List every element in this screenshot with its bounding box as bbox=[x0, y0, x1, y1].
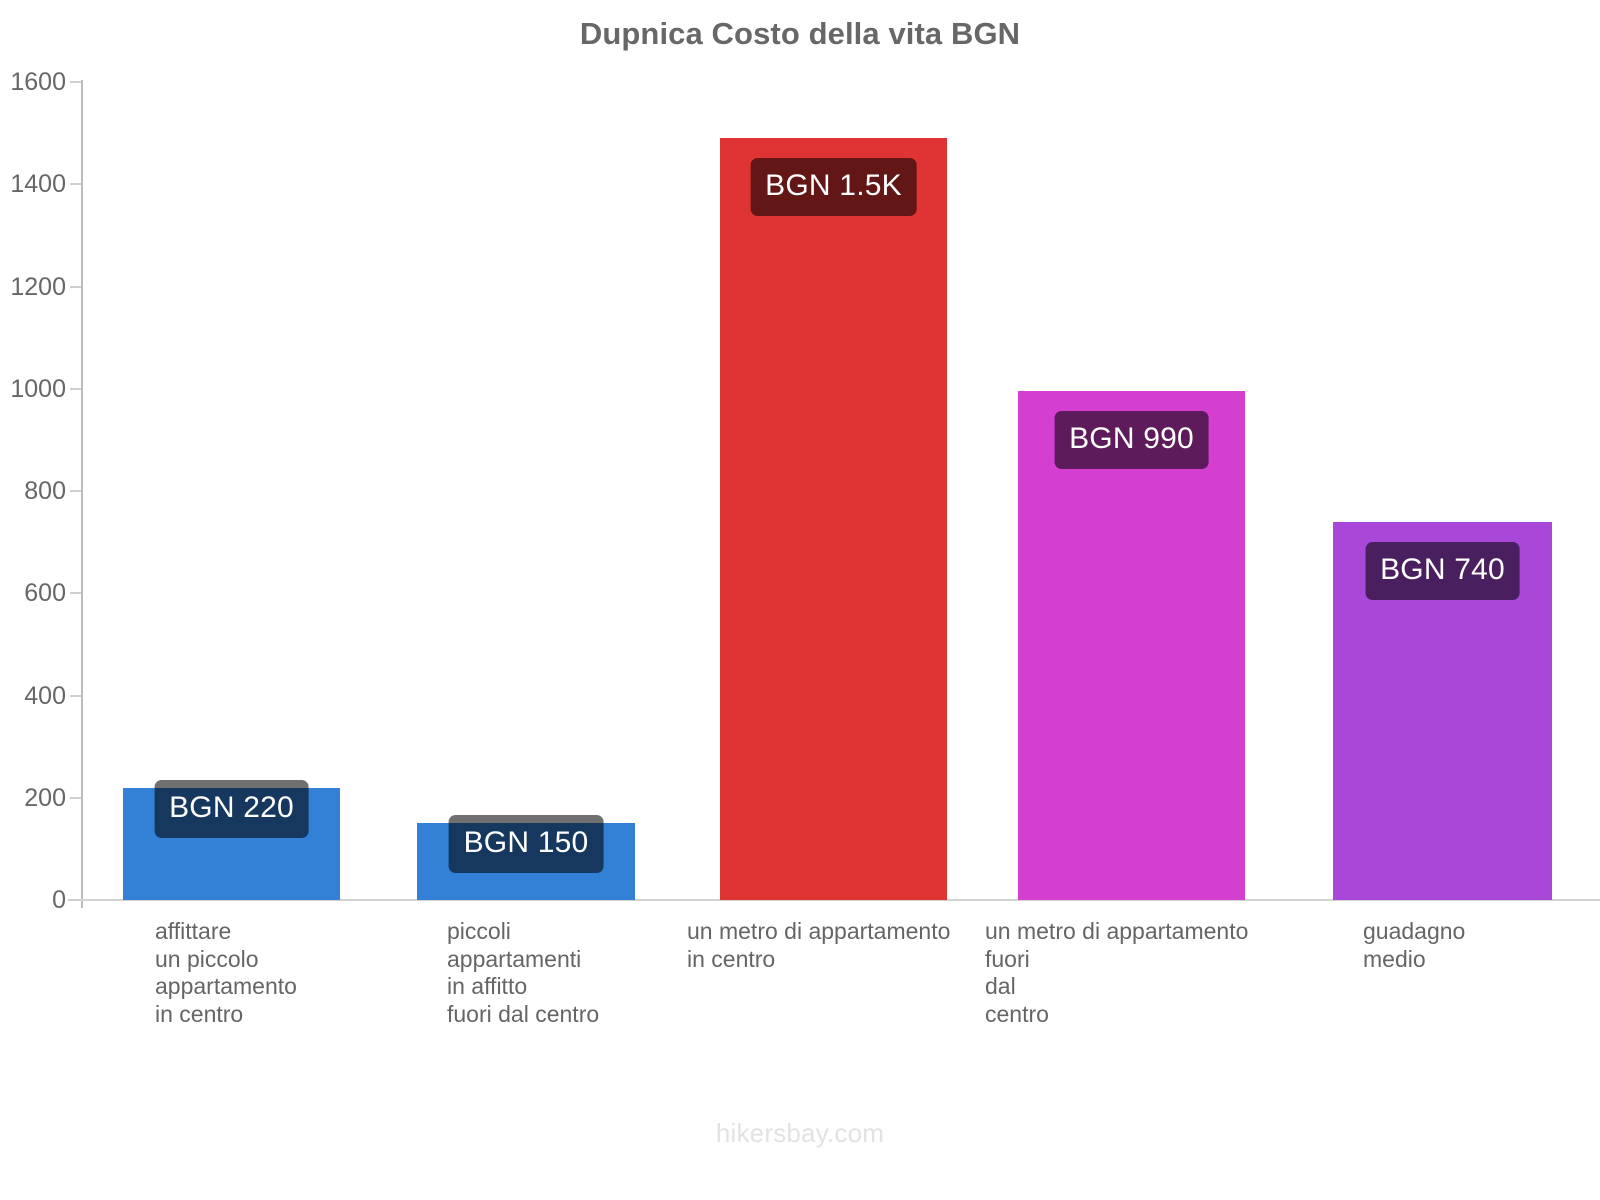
x-axis-category-label: affittare un piccolo appartamento in centro bbox=[155, 918, 297, 1028]
y-axis-line bbox=[81, 80, 83, 908]
category-label-line: in affitto bbox=[447, 973, 528, 999]
y-axis-tick-label: 400 bbox=[24, 681, 66, 710]
bar-value-label: BGN 990 bbox=[1054, 411, 1209, 470]
chart-title: Dupnica Costo della vita BGN bbox=[579, 16, 1021, 51]
x-axis-category-label: guadagno medio bbox=[1363, 918, 1465, 973]
category-label-line: fuori bbox=[985, 945, 1030, 972]
y-axis-tick-mark bbox=[70, 490, 81, 492]
y-axis-tick-mark bbox=[70, 183, 81, 186]
category-label-line: piccoli bbox=[447, 918, 511, 944]
category-label-line: un metro di appartamento bbox=[985, 918, 1249, 944]
x-axis-category-label: piccoli appartamenti in affitto fuori dal c… bbox=[447, 918, 599, 1028]
y-axis-tick-label: 1000 bbox=[10, 374, 66, 403]
x-axis-category-label: un metro di appartamento in centro bbox=[687, 918, 950, 973]
y-axis-tick-mark bbox=[70, 592, 81, 595]
y-axis-tick-label: 1200 bbox=[10, 272, 66, 301]
category-label-line: appartamenti bbox=[447, 945, 582, 972]
category-label-line: affittare bbox=[155, 918, 232, 944]
bar-value-label: BGN 740 bbox=[1365, 541, 1520, 600]
y-axis-tick-label: 1600 bbox=[10, 68, 66, 96]
x-axis-category-label: un metro di appartamento fuori dal centro bbox=[985, 918, 1248, 1028]
y-axis-tick-label: 800 bbox=[24, 477, 66, 505]
y-axis-tick-mark bbox=[70, 81, 81, 83]
y-axis-tick-mark bbox=[70, 387, 81, 390]
category-label-line: dal bbox=[985, 973, 1016, 999]
category-label-line: medio bbox=[1363, 945, 1426, 972]
category-label-line: un metro di appartamento bbox=[687, 918, 951, 944]
bar[interactable] bbox=[720, 138, 947, 900]
footer-credit: hikersbay.com bbox=[715, 1118, 885, 1148]
category-label-line: in centro bbox=[687, 945, 776, 972]
bar-value-label: BGN 220 bbox=[154, 779, 309, 838]
bar-value-label: BGN 1.5K bbox=[750, 158, 917, 217]
bar[interactable] bbox=[1018, 391, 1245, 900]
category-label-line: fuori dal centro bbox=[447, 1000, 600, 1027]
category-label-line: un piccolo bbox=[155, 945, 259, 972]
bar-value-label: BGN 150 bbox=[448, 815, 604, 874]
category-label-line: guadagno bbox=[1363, 918, 1466, 944]
category-label-line: in centro bbox=[155, 1000, 244, 1027]
y-axis-tick-label: 200 bbox=[24, 783, 66, 812]
category-label-line: appartamento bbox=[155, 973, 297, 999]
y-axis-tick-mark bbox=[70, 694, 81, 697]
y-axis-tick-label: 0 bbox=[52, 886, 66, 914]
y-axis-tick-mark bbox=[70, 796, 81, 799]
y-axis-tick-mark bbox=[70, 285, 81, 288]
x-axis-line bbox=[68, 899, 1600, 901]
y-axis-tick-mark bbox=[70, 899, 81, 901]
y-axis-tick-label: 1400 bbox=[10, 170, 66, 199]
y-axis-tick-label: 600 bbox=[24, 579, 66, 608]
category-label-line: centro bbox=[985, 1000, 1049, 1027]
